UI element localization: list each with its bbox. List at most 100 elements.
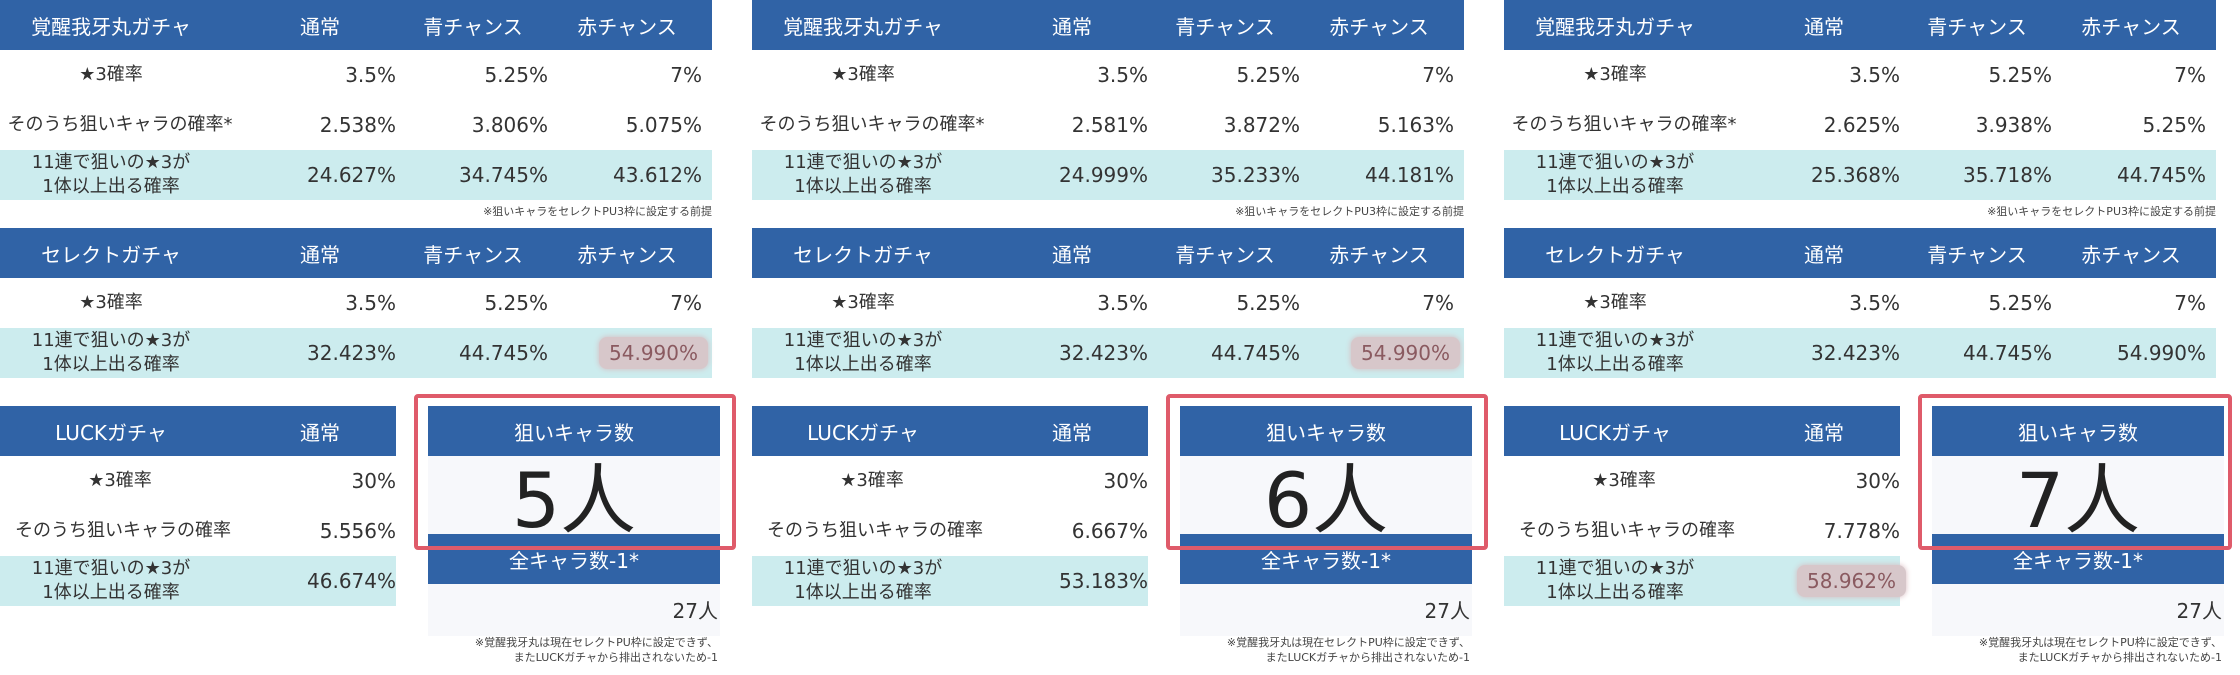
- cell-value: 7%: [2174, 291, 2206, 315]
- table-row: 11連で狙いの★3が 1体以上出る確率 32.423% 44.745% 54.9…: [752, 328, 1464, 378]
- all-chars-value-row: 27人: [1180, 584, 1472, 634]
- row-label-line2: 1体以上出る確率: [1546, 176, 1684, 197]
- table-row: そのうち狙いキャラの確率 7.778%: [1504, 506, 1900, 556]
- cell-value: 24.999%: [1059, 163, 1148, 187]
- cell-value: 7.778%: [1823, 519, 1900, 543]
- awaken-gacha-header: 覚醒我牙丸ガチャ 通常 青チャンス 赤チャンス: [752, 0, 1464, 50]
- table-row: ★3確率 3.5% 5.25% 7%: [1504, 278, 2216, 328]
- table-title: 覚醒我牙丸ガチャ: [783, 14, 943, 39]
- cell-value: 30%: [351, 469, 396, 493]
- row-label: そのうち狙いキャラの確率*: [1511, 114, 1737, 135]
- cell-value: 44.745%: [459, 341, 548, 365]
- target-count-header: 狙いキャラ数: [1932, 406, 2224, 456]
- all-chars-header: 全キャラ数-1*: [428, 534, 720, 584]
- target-count-highlight-box: [1166, 394, 1488, 550]
- cell-value: 5.25%: [1988, 291, 2052, 315]
- target-note: ※覚醒我牙丸は現在セレクトPU枠に設定できず、 またLUCKガチャから排出されな…: [1932, 635, 2222, 665]
- gacha-panel: 覚醒我牙丸ガチャ 通常 青チャンス 赤チャンス ★3確率 3.5% 5.25% …: [0, 0, 750, 675]
- cell-value: 5.25%: [484, 291, 548, 315]
- cell-value: 35.718%: [1963, 163, 2052, 187]
- table-row: そのうち狙いキャラの確率* 2.625% 3.938% 5.25%: [1504, 100, 2216, 150]
- col-blue-chance: 青チャンス: [1175, 242, 1275, 267]
- cell-value: 32.423%: [307, 341, 396, 365]
- row-label-line1: 11連で狙いの★3が: [31, 558, 191, 579]
- all-chars-value: 27人: [1424, 598, 1470, 623]
- target-note: ※覚醒我牙丸は現在セレクトPU枠に設定できず、 またLUCKガチャから排出されな…: [428, 635, 718, 665]
- table-title: セレクトガチャ: [1545, 242, 1685, 267]
- all-chars-value: 27人: [2176, 598, 2222, 623]
- table-title: 覚醒我牙丸ガチャ: [31, 14, 191, 39]
- cell-value: 3.938%: [1975, 113, 2052, 137]
- cell-value: 5.25%: [484, 63, 548, 87]
- all-chars-value-row: 27人: [428, 584, 720, 634]
- cell-value: 53.183%: [1059, 569, 1148, 593]
- cell-value: 3.5%: [345, 291, 396, 315]
- awaken-note: ※狙いキャラをセレクトPU3枠に設定する前提: [1987, 205, 2216, 218]
- select-gacha-header: セレクトガチャ 通常 青チャンス 赤チャンス: [752, 228, 1464, 278]
- cell-value: 30%: [1103, 469, 1148, 493]
- row-label: そのうち狙いキャラの確率: [1519, 520, 1735, 541]
- table-title: セレクトガチャ: [793, 242, 933, 267]
- select-gacha-header: セレクトガチャ 通常 青チャンス 赤チャンス: [0, 228, 712, 278]
- cell-value: 25.368%: [1811, 163, 1900, 187]
- table-row: 11連で狙いの★3が 1体以上出る確率 25.368% 35.718% 44.7…: [1504, 150, 2216, 200]
- cell-value: 2.538%: [319, 113, 396, 137]
- all-chars-value-row: 27人: [1932, 584, 2224, 634]
- row-label-line2: 1体以上出る確率: [794, 582, 932, 603]
- table-row: 11連で狙いの★3が 1体以上出る確率 24.999% 35.233% 44.1…: [752, 150, 1464, 200]
- cell-value-highlight: 54.990%: [552, 328, 708, 378]
- cell-value: 32.423%: [1059, 341, 1148, 365]
- cell-value: 3.5%: [1849, 63, 1900, 87]
- col-blue-chance: 青チャンス: [1927, 242, 2027, 267]
- select-gacha-header: セレクトガチャ 通常 青チャンス 赤チャンス: [1504, 228, 2216, 278]
- cell-value: 7%: [1422, 291, 1454, 315]
- col-normal: 通常: [1804, 420, 1844, 445]
- table-title: LUCKガチャ: [807, 420, 919, 445]
- cell-value: 43.612%: [613, 163, 702, 187]
- row-label: 11連で狙いの★3が 1体以上出る確率: [1504, 328, 1726, 378]
- cell-value: 7%: [1422, 63, 1454, 87]
- awaken-note: ※狙いキャラをセレクトPU3枠に設定する前提: [483, 205, 712, 218]
- cell-value: 3.5%: [345, 63, 396, 87]
- table-row: そのうち狙いキャラの確率 5.556%: [0, 506, 396, 556]
- cell-value: 5.25%: [1988, 63, 2052, 87]
- col-normal: 通常: [1804, 14, 1844, 39]
- cell-value-highlight: 54.990%: [1304, 328, 1460, 378]
- cell-value: 5.25%: [2142, 113, 2206, 137]
- row-label-line1: 11連で狙いの★3が: [31, 152, 191, 173]
- target-note-line2: またLUCKガチャから排出されないため-1: [2017, 651, 2222, 664]
- cell-value: 5.556%: [319, 519, 396, 543]
- table-row: そのうち狙いキャラの確率 6.667%: [752, 506, 1148, 556]
- row-label-line1: 11連で狙いの★3が: [31, 330, 191, 351]
- row-label: そのうち狙いキャラの確率: [767, 520, 983, 541]
- row-label: 11連で狙いの★3が 1体以上出る確率: [0, 328, 222, 378]
- col-normal: 通常: [300, 420, 340, 445]
- target-count-highlight-box: [414, 394, 736, 550]
- table-row: ★3確率 3.5% 5.25% 7%: [0, 50, 712, 100]
- row-label: ★3確率: [831, 292, 895, 313]
- luck-gacha-header: LUCKガチャ 通常: [752, 406, 1148, 456]
- row-label: 11連で狙いの★3が 1体以上出る確率: [0, 556, 222, 606]
- row-label-line2: 1体以上出る確率: [1546, 354, 1684, 375]
- table-row: ★3確率 30%: [1504, 456, 1900, 506]
- table-row: ★3確率 3.5% 5.25% 7%: [0, 278, 712, 328]
- awaken-gacha-header: 覚醒我牙丸ガチャ 通常 青チャンス 赤チャンス: [1504, 0, 2216, 50]
- table-row: 11連で狙いの★3が 1体以上出る確率 58.962%: [1504, 556, 1906, 606]
- cell-value: 5.25%: [1236, 63, 1300, 87]
- table-title: 覚醒我牙丸ガチャ: [1535, 14, 1695, 39]
- cell-value: 6.667%: [1071, 519, 1148, 543]
- row-label-line1: 11連で狙いの★3が: [783, 152, 943, 173]
- col-red-chance: 赤チャンス: [2081, 14, 2181, 39]
- cell-value: 35.233%: [1211, 163, 1300, 187]
- cell-value: 3.5%: [1097, 291, 1148, 315]
- row-label: 11連で狙いの★3が 1体以上出る確率: [752, 328, 974, 378]
- cell-value: 54.990%: [2117, 341, 2206, 365]
- cell-value: 2.625%: [1823, 113, 1900, 137]
- row-label-line2: 1体以上出る確率: [794, 354, 932, 375]
- row-label-line2: 1体以上出る確率: [1546, 582, 1684, 603]
- cell-value: 3.806%: [471, 113, 548, 137]
- col-normal: 通常: [300, 14, 340, 39]
- target-note-line1: ※覚醒我牙丸は現在セレクトPU枠に設定できず、: [1226, 636, 1470, 649]
- table-row: 11連で狙いの★3が 1体以上出る確率 32.423% 44.745% 54.9…: [0, 328, 712, 378]
- cell-value: 5.25%: [1236, 291, 1300, 315]
